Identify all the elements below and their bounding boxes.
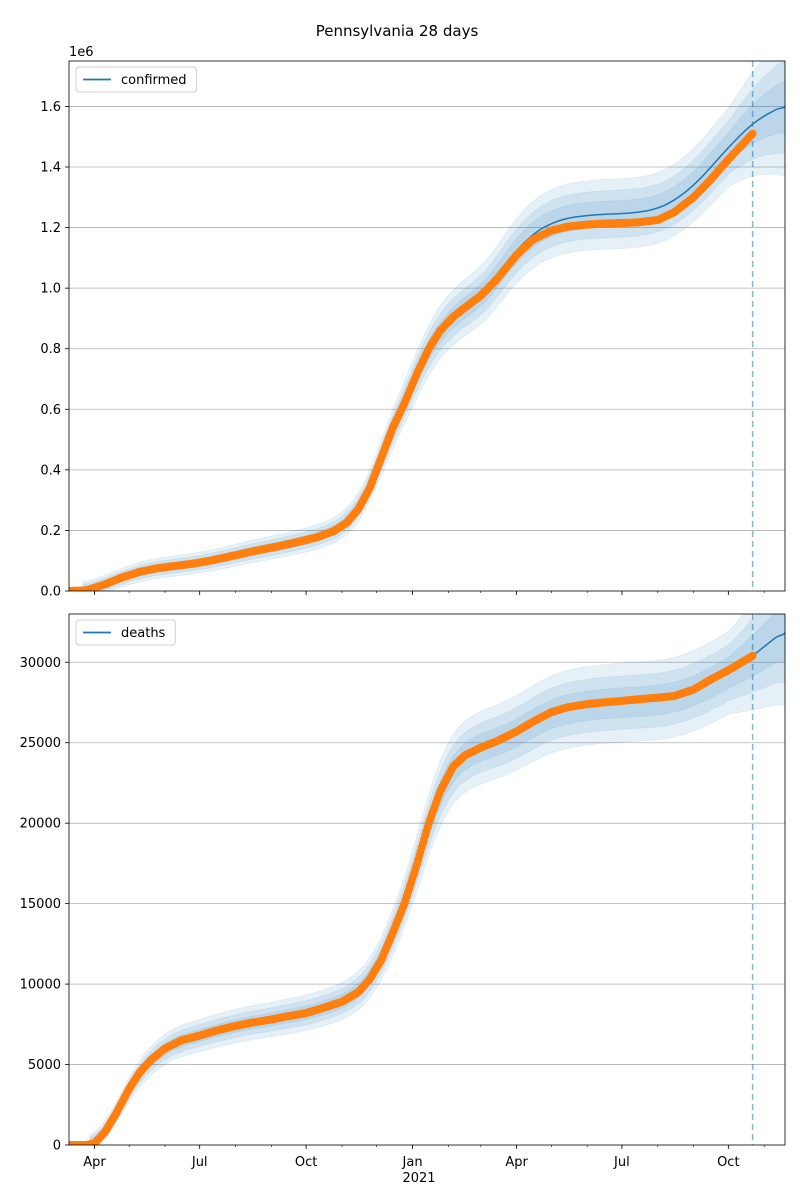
confirmed-observed-points — [69, 129, 757, 591]
uncertainty-band-3 — [89, 614, 785, 1145]
chart-title: Pennsylvania 28 days — [316, 22, 479, 40]
y-tick-label: 0.2 — [40, 524, 61, 539]
y-tick-label: 5000 — [28, 1058, 61, 1073]
observed-point — [748, 651, 757, 660]
y-tick-label: 1.0 — [40, 282, 61, 297]
deaths-observed-points — [69, 651, 757, 1145]
axes-frame — [68, 613, 786, 1146]
confirmed-legend: confirmed — [75, 66, 198, 93]
deaths-panel: 0 5000 10000 15000 20000 25000 30000 Apr Jul Oct J… — [20, 613, 786, 1170]
legend-box — [75, 66, 198, 93]
y-tick-label: 30000 — [20, 656, 61, 671]
y-tick-label: 1.6 — [40, 100, 61, 115]
x-tick-label: Oct — [295, 1155, 317, 1170]
y-tick-label: 25000 — [20, 736, 61, 751]
plot-content — [69, 61, 785, 591]
y-tick-label: 0.8 — [40, 342, 61, 357]
y-tick-label: 0.4 — [40, 463, 61, 478]
x-tick-label: Apr — [83, 1155, 106, 1170]
uncertainty-band-1 — [89, 614, 785, 1145]
x-tick-label: Jul — [613, 1155, 630, 1170]
legend-label: deaths — [121, 626, 166, 641]
y-tick-label: 20000 — [20, 817, 61, 832]
plot-area — [69, 61, 785, 591]
observed-point — [748, 129, 757, 138]
legend-label: confirmed — [121, 73, 187, 88]
uncertainty-band-2 — [89, 614, 785, 1145]
y-offset-label: 1e6 — [69, 45, 94, 60]
uncertainty-band-1 — [82, 61, 785, 591]
uncertainty-band-2 — [82, 61, 785, 591]
y-tick-label: 15000 — [20, 897, 61, 912]
x-tick-label: Jan — [402, 1155, 423, 1170]
x-tick-label: Jul — [191, 1155, 208, 1170]
y-tick-label: 1.4 — [40, 161, 61, 176]
axes-frame — [68, 60, 786, 592]
deaths-legend: deaths — [75, 619, 176, 646]
y-tick-label: 0.0 — [40, 585, 61, 600]
legend-box — [75, 619, 176, 646]
plot-area — [69, 614, 785, 1145]
x-tick-label: Oct — [717, 1155, 739, 1170]
y-tick-label: 1.2 — [40, 221, 61, 236]
y-tick-label: 10000 — [20, 978, 61, 993]
confirmed-panel: 0.0 0.2 0.4 0.6 0.8 1.0 1.2 1.4 1.6 1e6 confirmed — [40, 45, 786, 600]
x-tick-label: Apr — [505, 1155, 528, 1170]
y-tick-label: 0.6 — [40, 403, 61, 418]
y-tick-label: 0 — [53, 1139, 61, 1154]
x-year-label: 2021 — [402, 1171, 435, 1186]
plot-content — [69, 614, 785, 1145]
